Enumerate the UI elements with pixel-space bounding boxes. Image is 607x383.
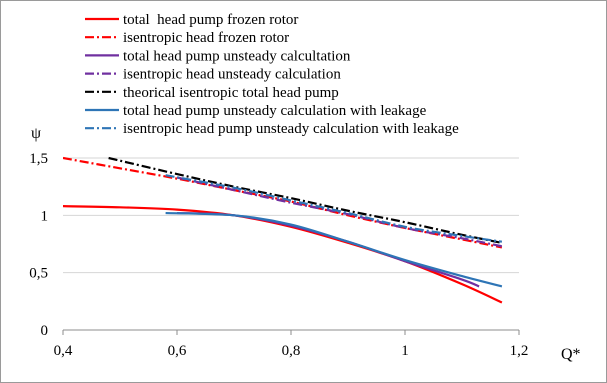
- x-tick-label-2: 0,8: [282, 343, 301, 359]
- series-line-0: [63, 205, 503, 304]
- series-line-2: [176, 211, 480, 288]
- series-line-5: [165, 211, 503, 288]
- x-axis-label: Q*: [561, 346, 581, 363]
- gridlines: [63, 157, 519, 274]
- series-line-3: [176, 176, 503, 248]
- axes: [62, 329, 520, 335]
- y-axis-label: ψ: [31, 125, 41, 142]
- series-lines: [63, 156, 503, 304]
- legend: total head pump frozen rotor isentropic h…: [85, 12, 459, 137]
- legend-label-4: theorical isentropic total head pump: [123, 85, 339, 101]
- y-tick-label-2: 1: [41, 208, 49, 224]
- x-tick-label-0: 0,4: [54, 343, 73, 359]
- series-line-6: [165, 174, 503, 243]
- legend-label-0: total head pump frozen rotor: [123, 12, 298, 28]
- y-tick-label-0: 0: [41, 323, 49, 339]
- y-tick-label-3: 1,5: [29, 151, 48, 167]
- legend-label-5: total head pump unsteady calculation wit…: [123, 103, 427, 119]
- x-tick-label-1: 0,6: [168, 343, 187, 359]
- x-tick-label-3: 1: [401, 343, 409, 359]
- legend-label-3: isentropic head unsteady calculation: [123, 67, 341, 83]
- legend-label-2: total head pump unsteady calcultation: [123, 48, 351, 64]
- legend-label-6: isentropic head pump unsteady calculatio…: [123, 121, 459, 137]
- series-line-1: [63, 156, 503, 249]
- series-line-4: [108, 156, 503, 244]
- legend-label-1: isentropic head frozen rotor: [123, 30, 289, 46]
- series-group: [63, 156, 503, 304]
- tick-labels: 0,4 0,6 0,8 1 1,2 0 0,5 1 1,5: [29, 151, 528, 359]
- x-tick-label-4: 1,2: [510, 343, 529, 359]
- y-tick-label-1: 0,5: [29, 266, 48, 282]
